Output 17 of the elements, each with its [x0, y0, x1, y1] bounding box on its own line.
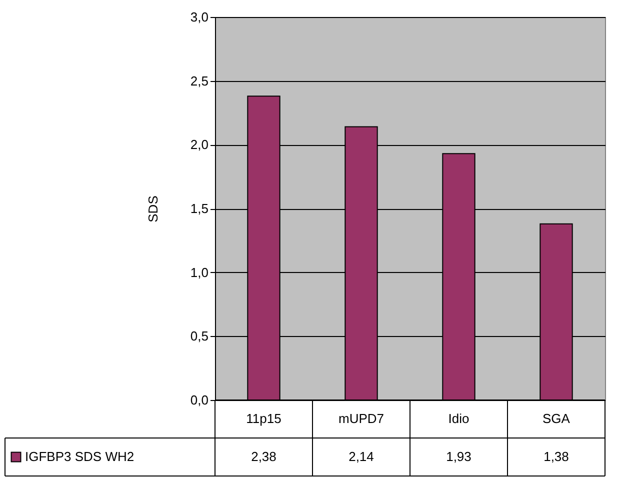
x-tick-label: SGA: [542, 411, 570, 426]
y-tick-label: 1,0: [190, 264, 208, 280]
y-tick-label: 0,0: [190, 392, 208, 408]
x-tick-label: mUPD7: [338, 411, 384, 426]
x-tick-label: Idio: [448, 411, 470, 426]
x-tick-label: 11p15: [246, 411, 282, 426]
y-axis-title: SDS: [145, 195, 160, 222]
data-label: 2,38: [251, 449, 276, 464]
y-tick-label: 0,5: [190, 328, 208, 344]
y-tick-label: 2,0: [190, 137, 208, 152]
data-label: 2,14: [348, 449, 374, 464]
data-label: 1,93: [446, 449, 472, 464]
data-label: 1,38: [544, 449, 569, 464]
y-tick-label: 1,5: [190, 201, 208, 216]
y-tick-label: 2,5: [190, 73, 208, 88]
legend-label: IGFBP3 SDS WH2: [25, 449, 134, 464]
y-tick-label: 3,0: [190, 10, 208, 24]
